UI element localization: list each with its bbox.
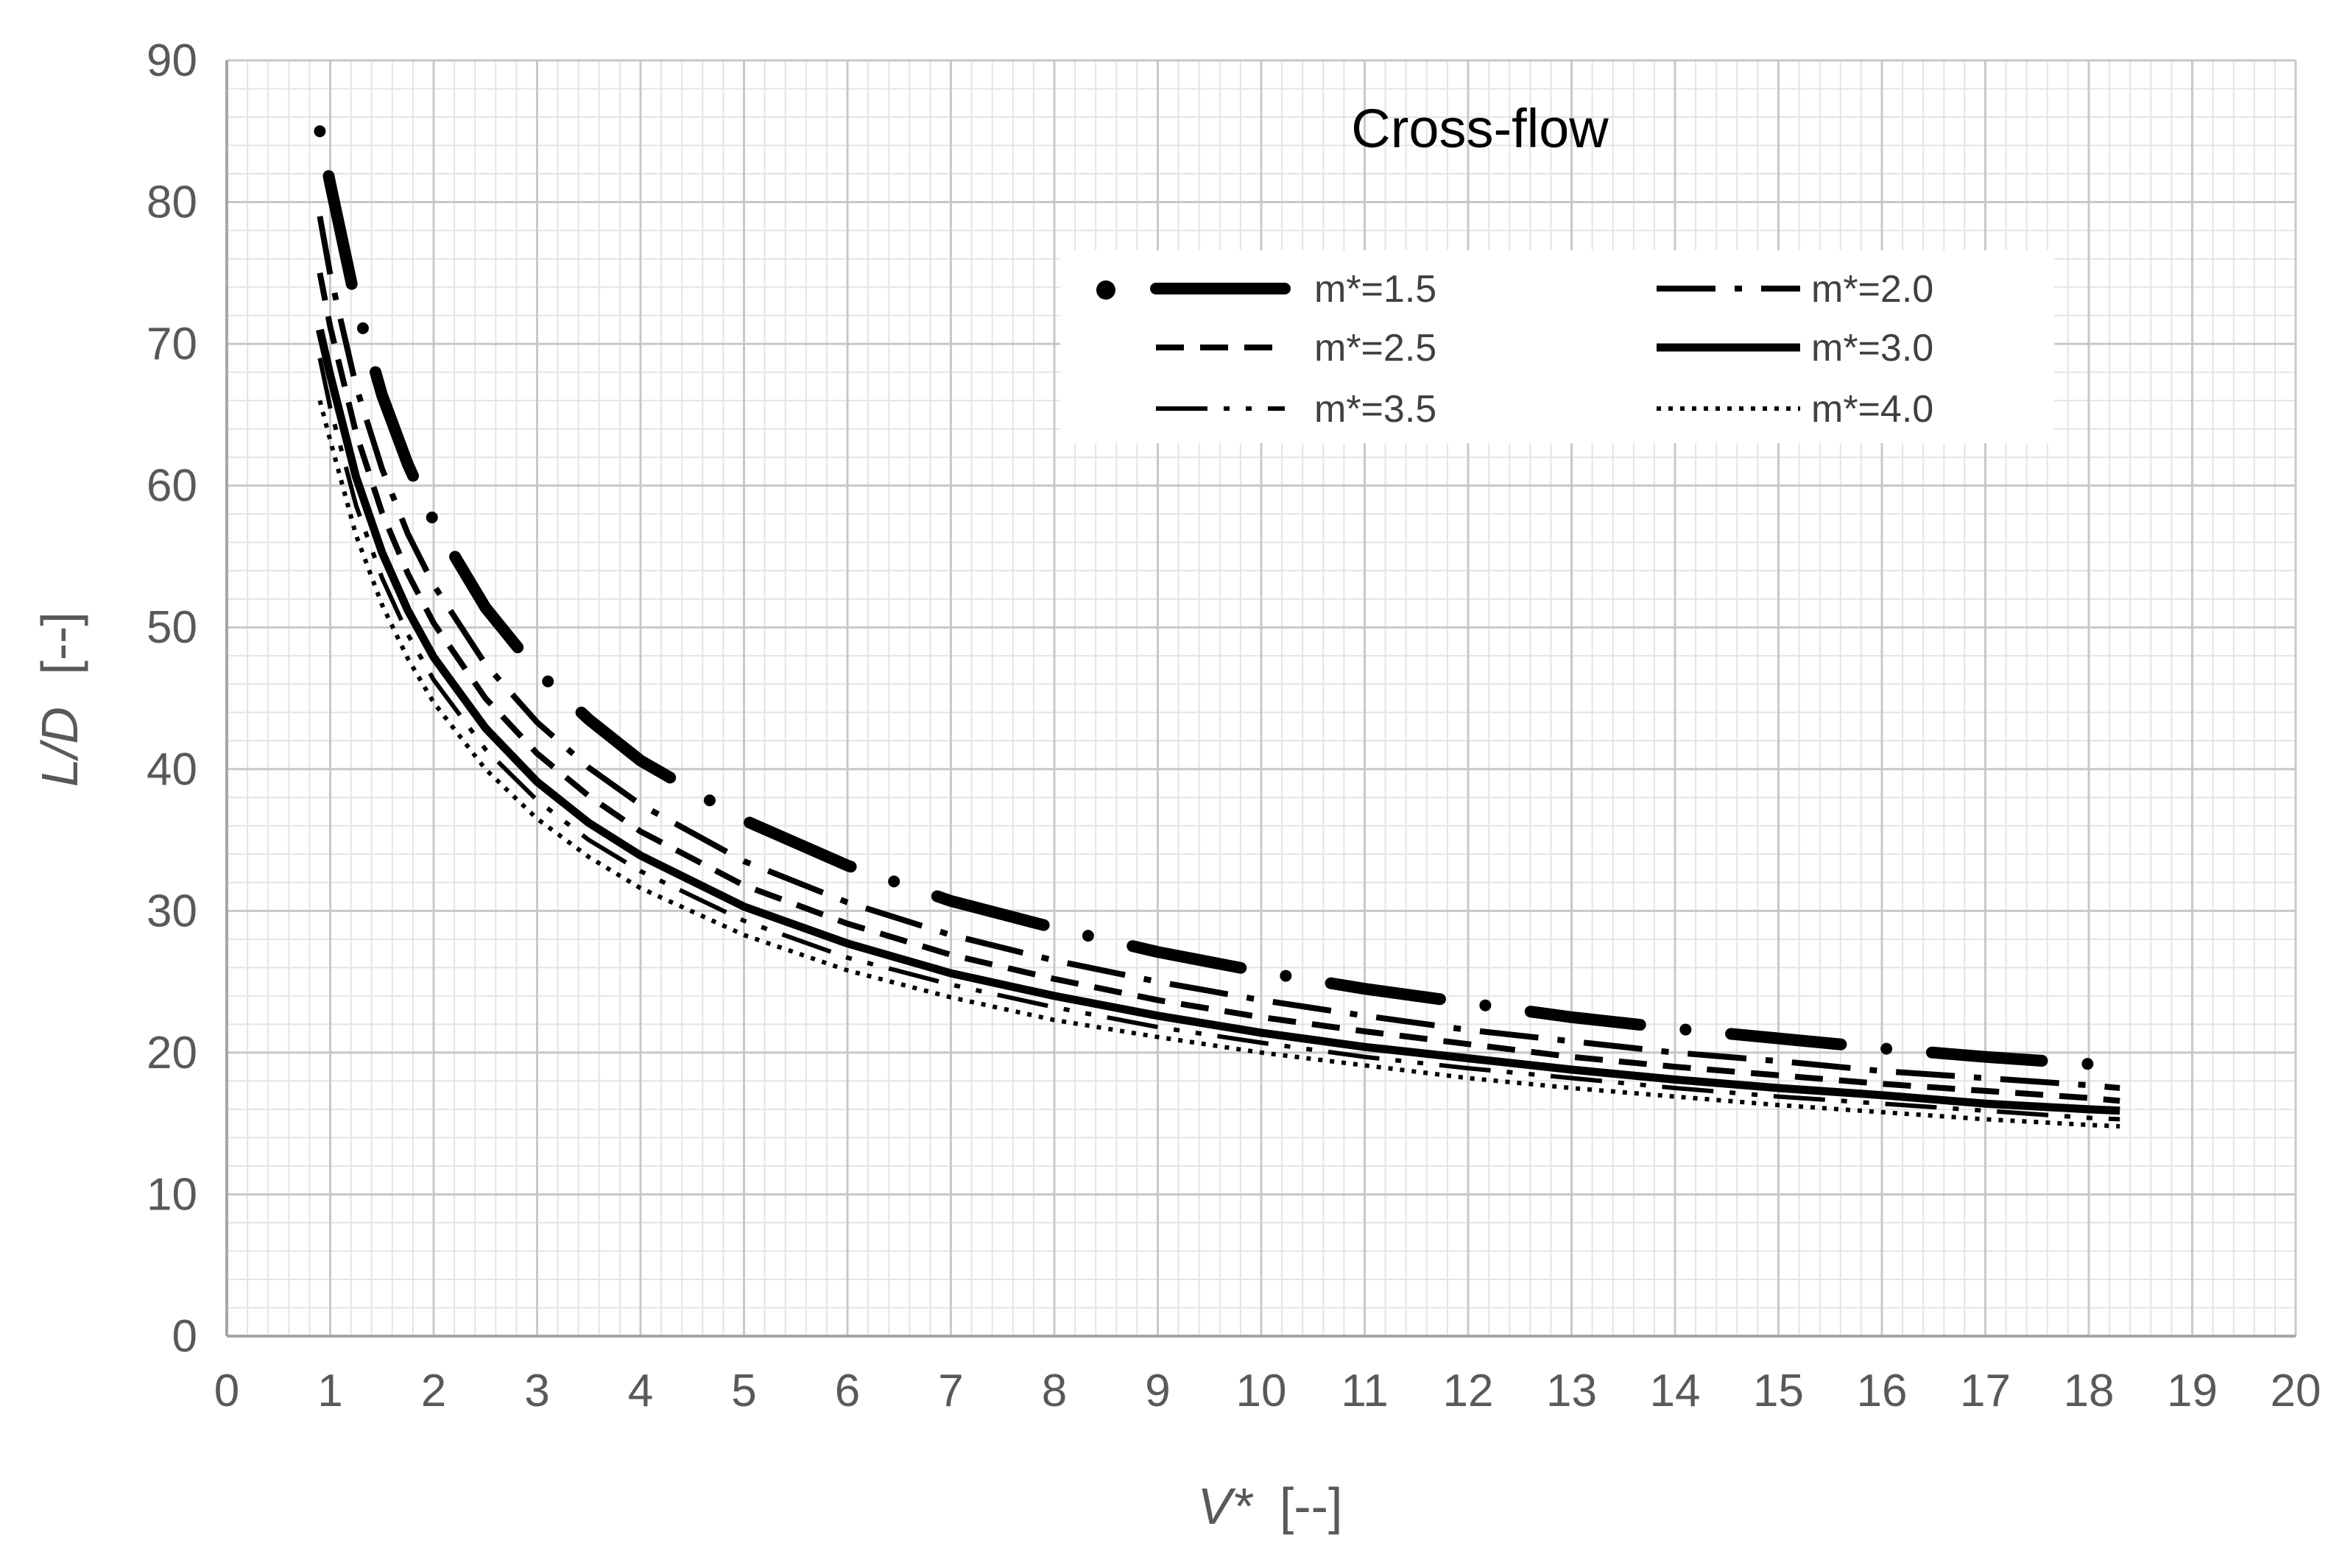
x-tick-label: 12	[1443, 1366, 1494, 1416]
y-tick-label: 40	[147, 744, 197, 795]
legend-label-m-2-0: m*=2.0	[1811, 268, 1933, 311]
y-tick-label: 10	[147, 1169, 197, 1220]
y-tick-label: 90	[147, 35, 197, 86]
y-tick-label: 50	[147, 602, 197, 653]
tick-labels: 0 1 2 3 4 5 6 7 8 9 10 11 12 13 14 15 16 17 18 19 2001020304…	[147, 35, 2321, 1416]
series-line-m-2-0	[317, 216, 2120, 1091]
x-tick-label: 8	[1042, 1366, 1067, 1416]
x-tick-label: 13	[1546, 1366, 1597, 1416]
y-tick-label: 0	[172, 1311, 197, 1362]
series-line-m-3-5	[317, 357, 2120, 1122]
y-tick-label: 30	[147, 886, 197, 936]
x-axis-title-unit: [--]	[1280, 1477, 1343, 1535]
x-tick-label: 15	[1753, 1366, 1804, 1416]
x-tick-label: 4	[628, 1366, 653, 1416]
x-axis-title-symbol: V*	[1198, 1477, 1255, 1535]
x-tick-label: 0	[214, 1366, 239, 1416]
x-tick-label: 20	[2271, 1366, 2321, 1416]
series-line-m-1-5	[314, 125, 2126, 1073]
y-tick-label: 80	[147, 177, 197, 228]
x-tick-label: 11	[1341, 1366, 1388, 1416]
x-tick-label: 5	[731, 1366, 756, 1416]
x-axis-title: V* [--]	[1198, 1477, 1343, 1535]
x-tick-label: 19	[2167, 1366, 2218, 1416]
series-line-m-2-5	[317, 272, 2120, 1104]
y-axis-title: L/D [--]	[31, 612, 88, 787]
y-tick-label: 60	[147, 461, 197, 512]
x-tick-label: 9	[1145, 1366, 1170, 1416]
y-axis-title-unit: [--]	[31, 612, 88, 675]
x-tick-label: 16	[1857, 1366, 1908, 1416]
x-tick-label: 18	[2064, 1366, 2115, 1416]
x-tick-label: 1	[317, 1366, 342, 1416]
x-tick-label: 17	[1960, 1366, 2011, 1416]
x-tick-label: 3	[524, 1366, 549, 1416]
x-tick-label: 2	[421, 1366, 446, 1416]
legend-label-m-3-5: m*=3.5	[1314, 388, 1436, 431]
legend-items: m*=1.5 m*=2.0 m*=2.5 m*=3.0 m*=3.5 m*=4.0	[1096, 268, 1933, 431]
x-tick-label: 14	[1650, 1366, 1701, 1416]
y-tick-label: 70	[147, 319, 197, 370]
legend: m*=1.5 m*=2.0 m*=2.5 m*=3.0 m*=3.5 m*=4.0	[1060, 250, 2054, 443]
chart-title: Cross-flow	[1351, 98, 1609, 159]
legend-label-m-3-0: m*=3.0	[1811, 327, 1933, 370]
legend-label-m-2-5: m*=2.5	[1314, 327, 1436, 370]
series-line-m-3-0	[316, 328, 2120, 1115]
legend-label-m-4-0: m*=4.0	[1811, 388, 1933, 431]
axes	[225, 60, 2296, 1338]
x-tick-label: 7	[938, 1366, 963, 1416]
y-tick-label: 20	[147, 1028, 197, 1078]
series-line-m-4-0	[317, 400, 2120, 1129]
series-lines	[314, 125, 2126, 1129]
legend-label-m-1-5: m*=1.5	[1314, 268, 1436, 311]
x-tick-label: 10	[1236, 1366, 1287, 1416]
legend-marker-dot	[1096, 280, 1115, 300]
y-axis-title-symbol: L/D	[31, 707, 88, 787]
x-tick-label: 6	[835, 1366, 860, 1416]
